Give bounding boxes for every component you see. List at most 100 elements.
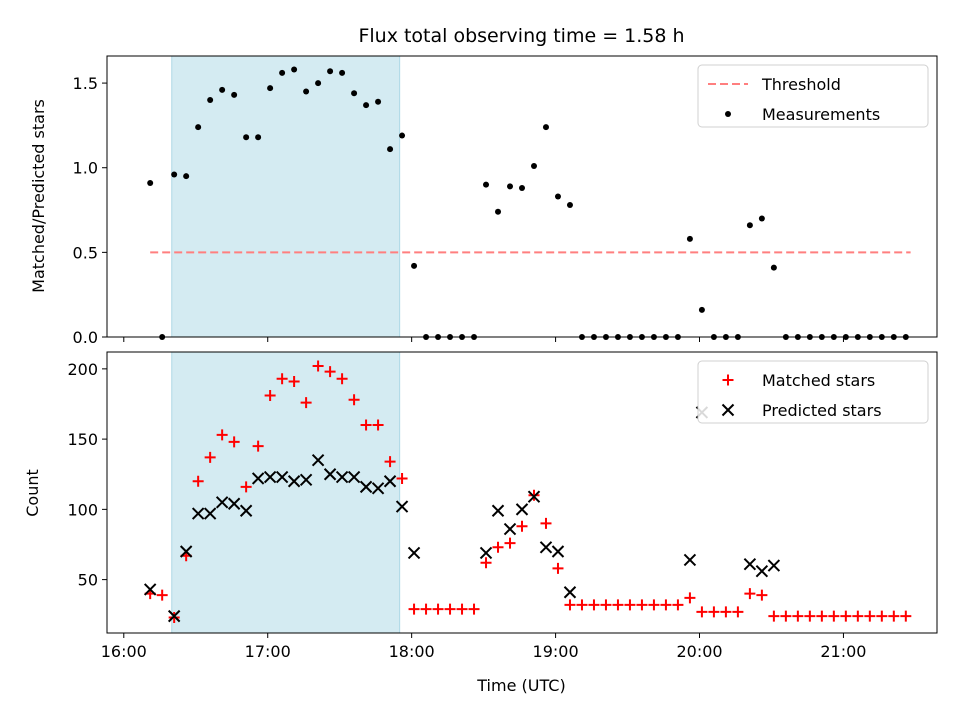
y-tick-label: 0.5 <box>73 243 98 262</box>
data-point <box>252 440 264 452</box>
y-tick-label: 50 <box>78 571 98 590</box>
data-point <box>600 599 612 611</box>
data-point <box>563 586 577 599</box>
data-point <box>519 185 525 192</box>
data-point <box>686 235 693 242</box>
data-point <box>743 557 757 571</box>
data-point <box>143 583 157 596</box>
legend: Matched stars Predicted stars <box>697 360 929 424</box>
data-point <box>588 599 600 611</box>
legend-box <box>697 360 929 424</box>
data-point <box>767 559 781 572</box>
data-point <box>864 610 876 622</box>
data-point <box>564 599 576 611</box>
y-tick-label: 0.0 <box>73 328 98 347</box>
data-point <box>683 553 697 567</box>
data-point <box>468 603 480 615</box>
data-point <box>804 610 816 622</box>
data-point <box>228 436 240 448</box>
data-point <box>167 609 181 623</box>
data-point <box>684 592 696 604</box>
data-point <box>420 603 432 615</box>
data-point <box>551 545 565 558</box>
x-tick-label: 19:00 <box>533 642 579 661</box>
data-point <box>351 90 358 97</box>
data-point <box>540 517 552 529</box>
data-point <box>660 599 672 611</box>
data-point <box>527 490 541 503</box>
data-point <box>411 262 418 269</box>
data-point <box>215 496 229 509</box>
data-point <box>300 397 312 409</box>
data-point <box>636 599 648 611</box>
data-point <box>192 475 204 487</box>
data-point <box>243 134 250 141</box>
data-point <box>183 173 190 180</box>
data-point <box>171 171 178 178</box>
data-point <box>852 610 864 622</box>
data-point <box>191 507 205 520</box>
bottom-ylabel: Count <box>23 469 42 517</box>
data-point <box>384 456 396 468</box>
data-point <box>408 603 420 615</box>
y-tick-label: 1.0 <box>73 159 98 178</box>
data-point <box>263 470 277 484</box>
data-point <box>275 470 289 484</box>
data-point <box>179 545 193 558</box>
data-point <box>147 179 154 186</box>
data-point <box>755 564 769 578</box>
data-point <box>539 541 553 554</box>
data-point <box>732 606 744 618</box>
data-point <box>492 541 504 553</box>
data-point <box>491 504 505 517</box>
data-point <box>554 193 561 200</box>
data-point <box>530 163 537 170</box>
data-point <box>516 520 528 532</box>
data-point <box>780 610 792 622</box>
data-point <box>255 134 262 141</box>
data-point <box>203 507 217 520</box>
data-point <box>239 504 253 517</box>
data-point <box>758 215 765 222</box>
data-point <box>195 124 202 131</box>
data-point <box>339 69 346 76</box>
data-point <box>542 124 549 131</box>
data-point <box>399 132 406 139</box>
data-point <box>347 470 361 484</box>
data-point <box>383 475 397 488</box>
data-point <box>503 522 517 536</box>
data-point <box>746 222 753 229</box>
data-point <box>768 610 780 622</box>
top-ylabel: Matched/Predicted stars <box>29 99 48 293</box>
data-point <box>336 373 348 385</box>
chart-title: Flux total observing time = 1.58 h <box>358 25 684 47</box>
data-point <box>792 610 804 622</box>
data-point <box>204 451 216 463</box>
data-point <box>276 373 288 385</box>
legend-label: Measurements <box>762 105 880 124</box>
data-point <box>287 475 301 488</box>
data-point <box>720 606 732 618</box>
data-point <box>770 264 777 271</box>
legend-dot-swatch <box>725 111 731 117</box>
data-point <box>552 562 564 574</box>
data-point <box>708 606 720 618</box>
data-point <box>303 88 310 95</box>
data-point <box>312 360 324 372</box>
data-point <box>216 429 228 441</box>
data-point <box>207 97 214 104</box>
data-point <box>483 181 490 188</box>
data-point <box>264 390 276 402</box>
x-tick-label: 20:00 <box>676 642 722 661</box>
data-point <box>372 419 384 431</box>
plot-frame <box>106 351 938 634</box>
data-point <box>371 482 385 495</box>
data-point <box>756 589 768 601</box>
data-point <box>363 102 370 109</box>
data-point <box>359 480 373 494</box>
data-point <box>396 472 408 484</box>
data-point <box>876 610 888 622</box>
data-point <box>375 98 382 105</box>
data-point <box>515 503 529 516</box>
